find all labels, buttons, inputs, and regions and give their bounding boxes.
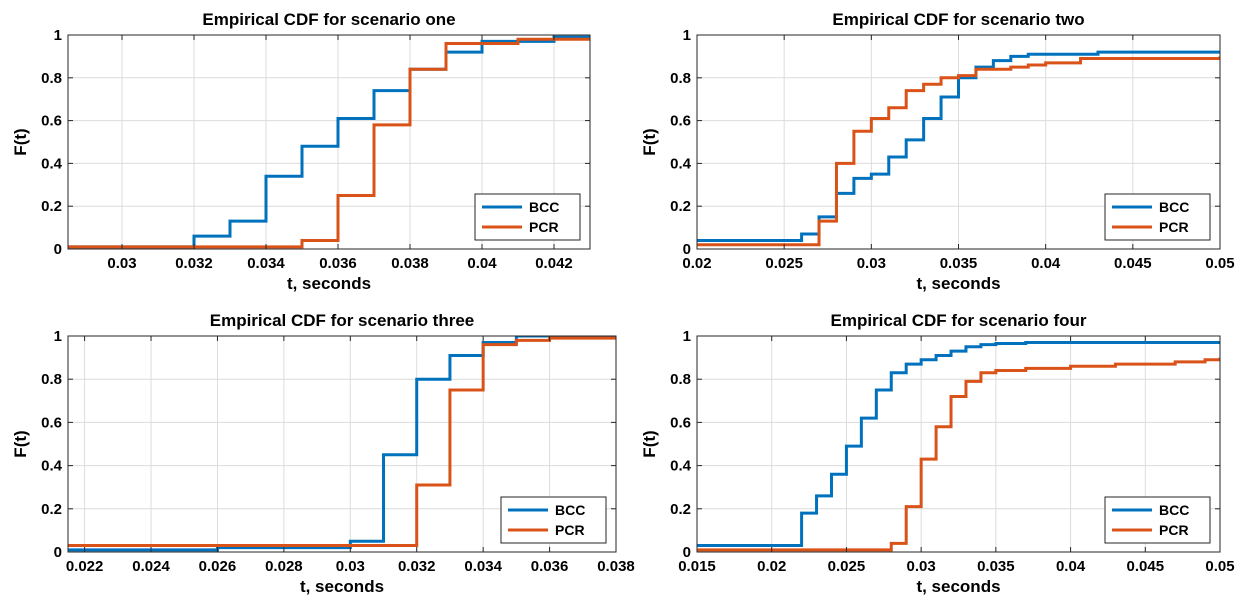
x-tick-label: 0.05 <box>1205 558 1234 575</box>
x-tick-label: 0.025 <box>765 255 803 272</box>
x-tick-label: 0.026 <box>199 558 237 575</box>
chart-panel: 0.022 0.024 0.026 0.028 0.03 0.032 0.034 0.036 0… <box>11 311 635 596</box>
y-axis-label: F(t) <box>640 128 659 155</box>
chart-panel: 0.015 0.02 0.025 0.03 0.035 0.04 0.045 0.05 0 0.2… <box>640 311 1235 596</box>
series-line-bcc <box>68 35 590 249</box>
y-tick-label: 0.4 <box>41 458 63 475</box>
x-tick-label: 0.015 <box>678 558 716 575</box>
x-tick-label: 0.04 <box>467 255 497 272</box>
y-tick-label: 0.2 <box>41 501 62 518</box>
x-tick-label: 0.022 <box>66 558 104 575</box>
x-axis-label: t, seconds <box>916 274 1000 293</box>
chart-title: Empirical CDF for scenario one <box>202 10 455 29</box>
y-tick-label: 0.4 <box>670 155 692 172</box>
legend-box <box>474 193 581 241</box>
series-line-pcr <box>68 37 590 249</box>
y-tick-label: 0.2 <box>41 198 62 215</box>
series-line-bcc <box>697 50 1220 242</box>
y-axis-label: F(t) <box>11 128 30 155</box>
y-tick-label: 0.6 <box>41 113 62 130</box>
x-axis-label: t, seconds <box>300 577 384 596</box>
y-tick-label: 0.6 <box>670 414 691 431</box>
y-tick-label: 0 <box>54 544 62 561</box>
x-tick-label: 0.02 <box>757 558 786 575</box>
y-tick-label: 0.4 <box>670 458 692 475</box>
legend-label: PCR <box>529 219 559 235</box>
legend-label: BCC <box>529 199 559 215</box>
legend-box <box>500 496 607 544</box>
legend: BCC PCR <box>1104 496 1211 544</box>
axes-box <box>67 335 617 553</box>
axes-box <box>67 34 591 250</box>
y-tick-label: 0.8 <box>670 371 691 388</box>
x-tick-label: 0.04 <box>1056 558 1086 575</box>
x-tick-label: 0.034 <box>464 558 502 575</box>
y-tick-label: 1 <box>54 27 62 44</box>
y-tick-label: 1 <box>54 328 62 345</box>
axes-box <box>696 335 1221 553</box>
x-tick-label: 0.025 <box>828 558 866 575</box>
legend: BCC PCR <box>500 496 607 544</box>
x-tick-label: 0.05 <box>1205 255 1234 272</box>
x-tick-label: 0.034 <box>247 255 285 272</box>
series-line-pcr <box>697 357 1220 552</box>
x-tick-label: 0.028 <box>265 558 303 575</box>
y-axis-label: F(t) <box>11 430 30 457</box>
x-tick-label: 0.045 <box>1114 255 1152 272</box>
y-tick-label: 0.8 <box>670 70 691 87</box>
y-tick-label: 0.2 <box>670 198 691 215</box>
x-tick-label: 0.03 <box>907 558 936 575</box>
legend-label: BCC <box>1159 502 1189 518</box>
x-tick-label: 0.036 <box>319 255 357 272</box>
chart-panel: 0.03 0.032 0.034 0.036 0.038 0.04 0.042 0 0.2 0.4… <box>11 10 591 293</box>
x-tick-label: 0.036 <box>531 558 569 575</box>
y-tick-label: 0.4 <box>41 155 63 172</box>
y-tick-label: 0 <box>683 241 691 258</box>
x-tick-label: 0.038 <box>391 255 429 272</box>
x-tick-label: 0.032 <box>175 255 213 272</box>
x-tick-label: 0.035 <box>940 255 978 272</box>
y-tick-label: 0 <box>54 241 62 258</box>
chart-title: Empirical CDF for scenario four <box>831 311 1087 330</box>
legend-label: PCR <box>1159 219 1189 235</box>
legend-box <box>1104 193 1211 241</box>
y-axis-label: F(t) <box>640 430 659 457</box>
y-tick-label: 0.6 <box>670 113 691 130</box>
x-tick-label: 0.038 <box>597 558 635 575</box>
x-tick-label: 0.045 <box>1127 558 1165 575</box>
x-tick-label: 0.02 <box>682 255 711 272</box>
series-line-bcc <box>697 340 1220 548</box>
x-axis-label: t, seconds <box>916 577 1000 596</box>
legend-label: PCR <box>555 522 585 538</box>
chart-title: Empirical CDF for scenario two <box>832 10 1084 29</box>
x-tick-label: 0.024 <box>132 558 170 575</box>
x-tick-label: 0.03 <box>336 558 365 575</box>
y-tick-label: 1 <box>683 328 691 345</box>
x-tick-label: 0.04 <box>1031 255 1061 272</box>
x-tick-label: 0.03 <box>857 255 886 272</box>
legend-label: PCR <box>1159 522 1189 538</box>
legend-box <box>1104 496 1211 544</box>
x-tick-label: 0.042 <box>535 255 573 272</box>
x-tick-label: 0.03 <box>107 255 136 272</box>
chart-title: Empirical CDF for scenario three <box>210 311 475 330</box>
legend: BCC PCR <box>1104 193 1211 241</box>
x-tick-label: 0.032 <box>398 558 436 575</box>
legend: BCC PCR <box>474 193 581 241</box>
legend-label: BCC <box>1159 199 1189 215</box>
y-tick-label: 0 <box>683 544 691 561</box>
legend-label: BCC <box>555 502 585 518</box>
y-tick-label: 0.6 <box>41 414 62 431</box>
y-tick-label: 0.8 <box>41 371 62 388</box>
y-tick-label: 0.2 <box>670 501 691 518</box>
series-line-pcr <box>697 56 1220 247</box>
chart-panel: 0.02 0.025 0.03 0.035 0.04 0.045 0.05 0 0.2 0.4 0.… <box>640 10 1235 293</box>
y-tick-label: 0.8 <box>41 70 62 87</box>
y-tick-label: 1 <box>683 27 691 44</box>
x-axis-label: t, seconds <box>287 274 371 293</box>
x-tick-label: 0.035 <box>977 558 1015 575</box>
